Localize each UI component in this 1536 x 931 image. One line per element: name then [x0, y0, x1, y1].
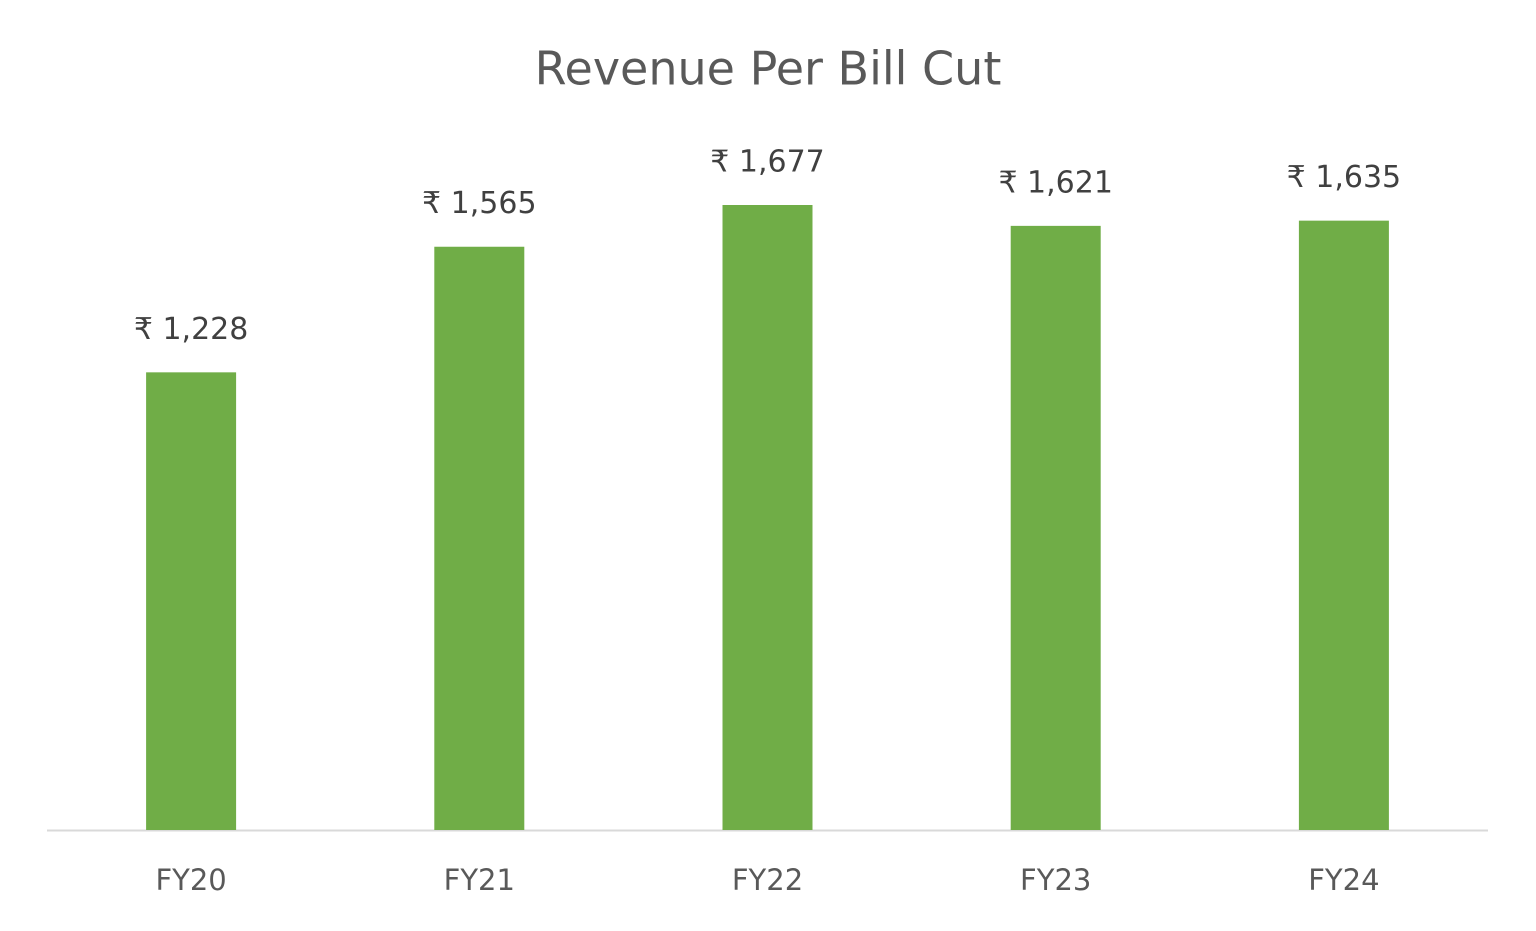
- data-label: ₹ 1,621: [998, 165, 1113, 200]
- x-tick-label: FY21: [444, 863, 515, 897]
- x-tick-label: FY20: [155, 863, 226, 897]
- x-tick-label: FY23: [1020, 863, 1091, 897]
- bar: [146, 372, 237, 830]
- data-label: ₹ 1,635: [1287, 160, 1402, 195]
- chart-title: Revenue Per Bill Cut: [535, 42, 1002, 96]
- x-tick-label: FY24: [1308, 863, 1379, 897]
- bar: [434, 246, 525, 830]
- bar: [1010, 225, 1101, 830]
- data-label: ₹ 1,565: [422, 186, 537, 221]
- data-label: ₹ 1,228: [134, 312, 249, 347]
- bar: [722, 205, 813, 830]
- bar: [1298, 220, 1389, 830]
- x-tick-label: FY22: [732, 863, 803, 897]
- data-label: ₹ 1,677: [710, 145, 825, 180]
